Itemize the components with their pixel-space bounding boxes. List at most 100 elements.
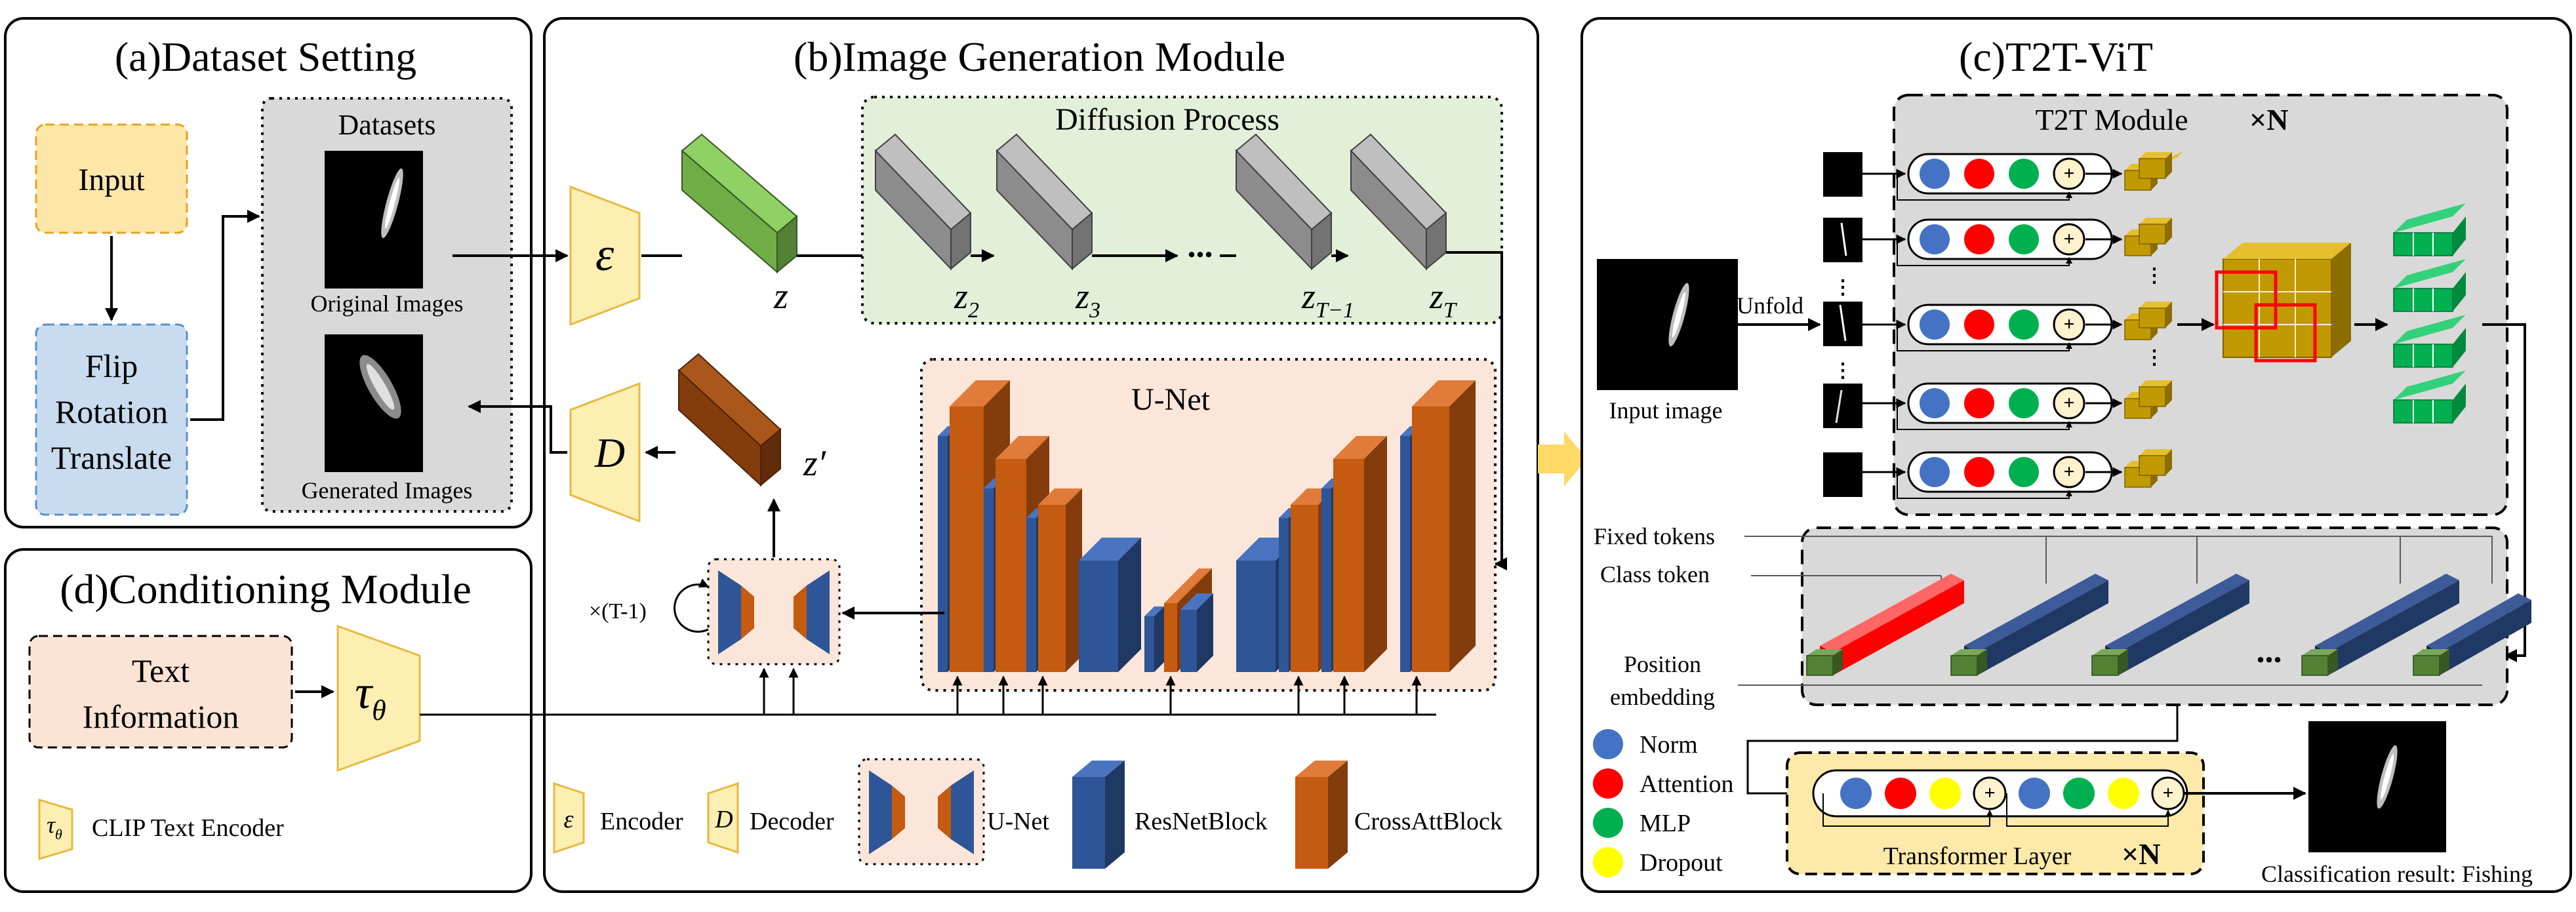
position-label-line2: embedding — [1610, 684, 1715, 710]
zT-label: zT — [1429, 277, 1457, 323]
svg-text:+: + — [2063, 163, 2074, 184]
transformer-ops: + + — [1822, 776, 2185, 827]
reshaped-token-grid — [2215, 243, 2351, 363]
legend-unet-label: U-Net — [987, 808, 1049, 835]
original-image — [325, 151, 423, 288]
diffusion-step-z2 — [874, 133, 972, 271]
conditioning-connections — [420, 667, 1436, 716]
panel-a-title: (a)Dataset Setting — [115, 33, 416, 80]
legend-norm: Norm — [1640, 731, 1698, 759]
legend-crossatt-shape — [1295, 761, 1348, 869]
legend-decoder-symbol: D — [714, 806, 733, 833]
panel-b: (b)Image Generation Module ε z Diffusion… — [420, 17, 1539, 893]
clip-text-encoder — [336, 624, 421, 772]
t2t-row: + — [1862, 304, 2123, 351]
panel-a: (a)Dataset Setting Input Flip Rotation T… — [4, 17, 533, 528]
t2t-row: + — [1862, 382, 2123, 430]
t2t-row: + — [1862, 218, 2123, 266]
decoder-block — [569, 382, 641, 523]
gold-tokens-dots-lower: ⋮ — [2144, 347, 2164, 368]
legend-dropout-dot — [1593, 847, 1623, 877]
legend-attention-dot — [1593, 768, 1623, 799]
z2-label: z2 — [954, 277, 979, 323]
position-embeddings — [1806, 649, 2449, 676]
t2t-module-title: T2T Module — [2036, 103, 2188, 136]
legend-attention: Attention — [1640, 770, 1734, 798]
small-unet-icon — [718, 570, 830, 654]
panel-b-legend: ε Encoder D Decoder U-Net ResNetBlock — [553, 758, 1502, 869]
tau-symbol: τθ — [355, 666, 386, 726]
panel-c-title: (c)T2T-ViT — [1959, 33, 2153, 80]
fixed-token-lines — [1738, 536, 2493, 686]
input-label: Input — [78, 163, 145, 197]
text-info-line2: Information — [83, 698, 239, 735]
transformer-repeat: ×N — [2122, 837, 2160, 871]
classification-result: Classification result: Fishing — [2261, 861, 2533, 887]
legend-mlp: MLP — [1640, 810, 1691, 837]
legend-encoder-symbol: ε — [564, 806, 574, 833]
z3-label: z3 — [1075, 277, 1100, 323]
legend-norm-dot — [1593, 729, 1623, 759]
green-tokens — [2393, 203, 2466, 424]
unet-crossatt-block — [1038, 488, 1082, 672]
input-box — [35, 123, 188, 234]
unet-resnet-block — [1079, 538, 1141, 672]
input-image — [1597, 259, 1738, 390]
token-ellipsis: ... — [2257, 633, 2282, 670]
patch-images — [1823, 152, 1862, 497]
panel-b-title: (b)Image Generation Module — [794, 33, 1285, 80]
diffusion-title: Diffusion Process — [1055, 102, 1279, 137]
repeat-label: ×(T-1) — [589, 599, 647, 624]
panel-transition-arrow — [1538, 431, 1587, 486]
encoder-symbol: ε — [595, 228, 614, 281]
panel-d-title: (d)Conditioning Module — [60, 566, 472, 612]
diffusion-step-zT — [1350, 133, 1447, 271]
text-information-box — [28, 635, 293, 749]
panel-d: (d)Conditioning Module Text Information … — [4, 548, 533, 893]
t2t-row: + — [1862, 451, 2123, 499]
aug-translate: Translate — [51, 439, 172, 476]
z-prime-label: z′ — [803, 443, 826, 484]
generated-image — [325, 334, 423, 472]
zT1-label: zT−1 — [1301, 277, 1354, 323]
t2t-rows: + + + — [1862, 153, 2123, 499]
latent-z-block — [681, 133, 798, 274]
panel-c: (c)T2T-ViT T2T Module ×N Input image Unf… — [1580, 17, 2572, 893]
legend-encoder-label: Encoder — [600, 808, 683, 835]
legend-resnet-shape — [1072, 761, 1125, 869]
legend-decoder-label: Decoder — [750, 808, 834, 835]
svg-text:+: + — [1984, 782, 1995, 804]
legend-encoder-shape — [553, 782, 585, 854]
legend-resnet-label: ResNetBlock — [1135, 808, 1268, 835]
patch-dots-lower: ⋮ — [1833, 360, 1853, 382]
unfold-label: Unfold — [1737, 292, 1803, 319]
z-label: z — [773, 276, 788, 317]
decoder-symbol: D — [594, 429, 625, 476]
legend-clip-label: CLIP Text Encoder — [92, 814, 284, 842]
svg-text:+: + — [2063, 313, 2074, 335]
svg-text:+: + — [2063, 392, 2074, 414]
t2t-row: + — [1862, 153, 2123, 201]
panel-c-legend: Norm Attention MLP Dropout — [1593, 729, 1734, 877]
fixed-tokens-label: Fixed tokens — [1594, 523, 1715, 549]
patch-dots-upper: ⋮ — [1833, 277, 1853, 298]
svg-text:+: + — [2063, 228, 2074, 250]
latent-z-prime-block — [677, 353, 782, 487]
svg-text:+: + — [2162, 782, 2173, 804]
legend-mlp-dot — [1593, 808, 1623, 838]
encoder-block — [569, 185, 641, 327]
unet-blocks — [938, 380, 1476, 672]
legend-dropout: Dropout — [1640, 849, 1723, 877]
diffusion-step-zT1 — [1235, 133, 1333, 271]
gold-tokens — [2124, 151, 2184, 488]
input-image-label: Input image — [1609, 397, 1723, 424]
legend-decoder-shape — [707, 782, 739, 854]
datasets-title: Datasets — [338, 109, 435, 141]
original-caption: Original Images — [311, 290, 464, 317]
unet-crossatt-block — [1412, 380, 1476, 672]
augmentation-box — [35, 323, 188, 516]
t2t-repeat: ×N — [2249, 103, 2288, 136]
unet-resnet-block — [1180, 593, 1213, 672]
class-token-label: Class token — [1600, 561, 1710, 587]
